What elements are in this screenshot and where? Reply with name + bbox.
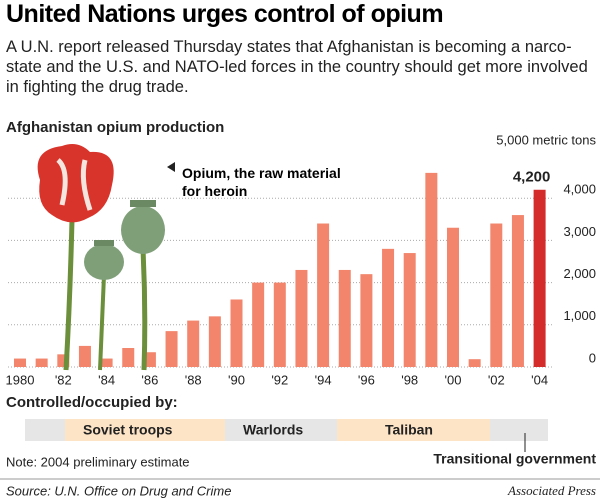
bar [252,282,265,367]
annotation-arrow [167,162,175,172]
y-tick-label: 0 [589,350,596,365]
annotation: Opium, the raw material for heroin [182,165,341,199]
bar [35,358,48,367]
bar [490,223,503,367]
chart-title: Afghanistan opium production [6,119,224,136]
bar [403,253,416,367]
bar [230,299,243,367]
bar [511,215,524,367]
bar [295,269,308,367]
x-tick-label: '84 [98,372,115,387]
bar [187,320,200,367]
x-tick-label: '92 [271,372,288,387]
bar [338,269,351,367]
bar [382,248,395,367]
x-tick-label: '88 [185,372,202,387]
x-tick-label: '04 [531,372,548,387]
bar [533,189,546,367]
value-label: 4,200 [513,169,551,186]
bar [14,358,26,367]
bar [317,223,330,367]
x-tick-label: '86 [141,372,158,387]
x-tick-label: '96 [358,372,375,387]
credit: Associated Press [507,483,596,498]
bar [425,172,438,367]
bar [208,316,221,367]
x-tick-label: '02 [488,372,505,387]
bar [78,345,91,367]
period-label: Warlords [243,422,303,438]
x-tick-label: '98 [401,372,418,387]
x-tick-label: '00 [445,372,462,387]
x-tick-label: '94 [315,372,332,387]
x-tick-label: '82 [55,372,72,387]
bar [273,282,286,367]
y-tick-label: 2,000 [563,266,596,281]
y-unit-label: 5,000 metric tons [496,132,596,147]
bar [165,331,178,367]
x-tick-label: 1980 [6,372,35,387]
period-heading: Controlled/occupied by: [6,394,178,411]
period-label: Taliban [385,422,433,438]
bar [468,359,481,367]
bar [360,274,373,367]
y-tick-label: 3,000 [563,224,596,239]
bar [447,227,459,367]
period-label: Soviet troops [83,422,173,438]
y-tick-label: 4,000 [563,182,596,197]
note: Note: 2004 preliminary estimate [6,454,190,469]
headline: United Nations urges control of opium [6,0,444,28]
x-tick-label: '90 [228,372,245,387]
poppy-illustration [37,144,165,371]
period-label: Transitional government [433,451,596,467]
bar [122,348,135,367]
bar [100,358,113,367]
subtitle: A U.N. report released Thursday states t… [6,38,588,96]
source: Source: U.N. Office on Drug and Crime [6,483,231,498]
y-tick-label: 1,000 [563,308,596,323]
period-band [25,419,548,452]
